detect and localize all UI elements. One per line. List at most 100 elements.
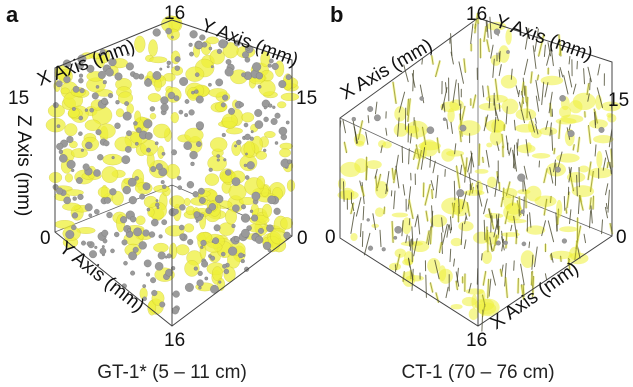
fiber <box>460 223 463 246</box>
fiber <box>505 232 508 249</box>
fiber <box>549 195 552 203</box>
fiber <box>408 148 410 165</box>
sphere <box>177 185 183 190</box>
fiber <box>498 64 502 77</box>
fiber <box>483 114 489 132</box>
fiber-glow <box>505 181 512 196</box>
fiber <box>401 145 404 163</box>
fiber <box>352 119 357 141</box>
fiber <box>343 141 348 154</box>
sphere <box>128 196 137 205</box>
fiber <box>549 167 554 184</box>
sphere <box>133 121 138 126</box>
fiber <box>522 284 525 298</box>
fiber <box>505 135 509 154</box>
inclusion-blob <box>438 268 453 284</box>
sphere <box>125 62 134 71</box>
fiber <box>470 150 475 168</box>
sphere <box>155 199 159 202</box>
fiber <box>520 96 524 111</box>
inclusion-blob <box>520 250 535 268</box>
sphere <box>234 144 238 148</box>
fiber <box>453 258 455 267</box>
sphere <box>159 301 166 308</box>
inclusion-blob <box>134 35 146 53</box>
sphere <box>145 272 151 277</box>
sphere <box>56 142 64 151</box>
fiber-glow <box>481 294 487 307</box>
sphere <box>148 231 156 238</box>
fiber <box>550 44 554 67</box>
inclusion-blob <box>147 93 162 103</box>
fiber <box>532 45 537 69</box>
sphere <box>66 135 74 144</box>
fiber-glow <box>395 254 402 270</box>
inclusion-blob <box>481 250 492 264</box>
sphere <box>156 206 160 210</box>
sphere <box>101 229 109 237</box>
fiber-glow <box>391 81 398 104</box>
fiber <box>512 144 516 169</box>
fiber <box>392 81 397 104</box>
fiber <box>466 202 470 217</box>
fiber <box>545 120 549 130</box>
sphere <box>143 119 153 129</box>
fiber-glow <box>473 24 478 34</box>
sphere <box>426 126 435 134</box>
sphere <box>224 67 234 77</box>
sphere <box>146 147 151 153</box>
sphere <box>173 208 179 215</box>
inclusion-blob <box>64 173 73 183</box>
sphere <box>155 202 160 207</box>
fiber <box>499 50 501 63</box>
sphere <box>52 102 59 109</box>
fiber-glow <box>578 195 585 211</box>
fiber-glow <box>451 203 456 218</box>
sphere <box>222 263 227 269</box>
fiber <box>362 206 365 221</box>
inclusion-blob <box>440 101 460 113</box>
fiber <box>411 226 414 245</box>
fiber-glow <box>549 196 553 203</box>
sphere <box>188 42 193 47</box>
fiber <box>505 276 508 299</box>
fiber <box>452 79 457 103</box>
fiber <box>523 165 528 180</box>
fiber <box>589 210 592 229</box>
fiber-glow <box>429 226 433 245</box>
fiber <box>510 224 513 232</box>
fiber <box>567 258 570 266</box>
inclusion-blob <box>149 112 157 120</box>
inclusion-blob <box>486 21 507 31</box>
fiber-glow <box>536 74 540 81</box>
fiber <box>482 85 485 98</box>
fiber <box>494 78 499 101</box>
inclusion-blob <box>589 119 608 129</box>
sphere <box>52 184 59 190</box>
fiber <box>501 238 505 252</box>
fiber <box>530 71 533 84</box>
sphere <box>110 248 115 254</box>
tick-left-zero-a: 0 <box>40 228 51 249</box>
inclusion-blob <box>153 242 169 253</box>
fiber <box>448 224 451 231</box>
fiber <box>494 176 499 197</box>
spheres-a <box>52 27 292 315</box>
fiber-glow <box>392 169 397 183</box>
inclusion-blob <box>539 127 558 136</box>
fiber-glow <box>470 187 475 194</box>
fiber <box>501 236 505 251</box>
fiber <box>486 39 490 53</box>
panel-letter-b: b <box>330 2 343 27</box>
tick-top-a: 16 <box>164 3 185 24</box>
fiber <box>456 165 461 189</box>
sphere <box>71 212 79 219</box>
fiber <box>609 161 612 175</box>
inclusion-blob <box>102 153 123 166</box>
sphere <box>150 277 157 284</box>
sphere <box>152 71 162 80</box>
fiber <box>379 229 382 248</box>
sphere <box>174 65 180 71</box>
sphere <box>208 46 213 51</box>
fiber-glow <box>462 58 467 73</box>
